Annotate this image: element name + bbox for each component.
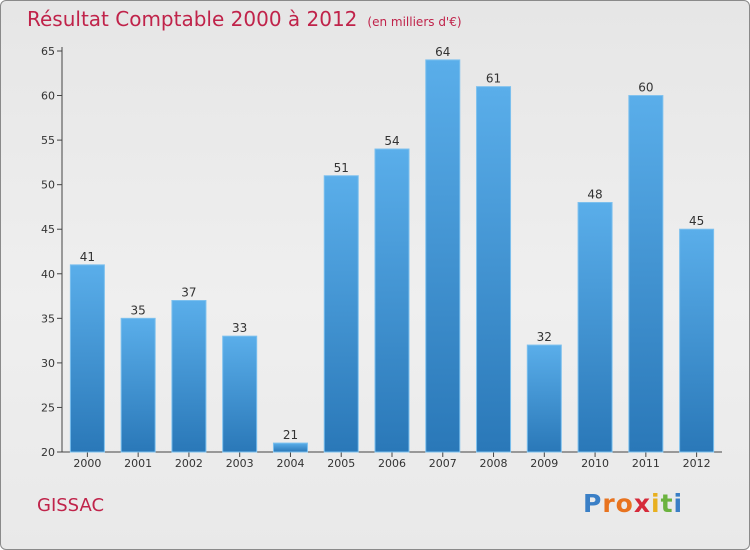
y-tick-label: 65 [41, 45, 55, 58]
logo-letter: r [602, 489, 616, 518]
data-label-2011: 60 [638, 81, 653, 95]
data-label-2012: 45 [689, 214, 704, 228]
x-tick-label-2006: 2006 [378, 457, 406, 470]
bar-2000 [69, 264, 105, 453]
data-label-2009: 32 [537, 330, 552, 344]
x-tick-label-2000: 2000 [73, 457, 101, 470]
data-label-2000: 41 [80, 250, 95, 264]
y-tick-label: 45 [41, 223, 55, 236]
x-tick-label-2005: 2005 [327, 457, 355, 470]
bar-2009 [526, 344, 562, 453]
bar-2008 [476, 86, 512, 453]
bar-2005 [323, 175, 359, 453]
data-label-2002: 37 [181, 286, 196, 300]
x-tick-label-2011: 2011 [632, 457, 660, 470]
bar-2007 [425, 59, 461, 453]
logo-letter: i [673, 489, 684, 518]
y-tick-label: 25 [41, 401, 55, 414]
data-label-2007: 64 [435, 45, 450, 59]
bar-2010 [577, 201, 613, 453]
data-label-2005: 51 [334, 161, 349, 175]
bars: 41 35 37 33 21 51 54 64 61 32 48 60 45 [69, 45, 715, 453]
data-label-2003: 33 [232, 321, 247, 335]
x-tick-label-2002: 2002 [175, 457, 203, 470]
data-label-2006: 54 [384, 134, 399, 148]
x-tick-label-2012: 2012 [683, 457, 711, 470]
y-tick-label: 50 [41, 179, 55, 192]
bar-2004 [272, 442, 308, 453]
proxiti-logo: Proxiti [583, 489, 683, 518]
data-label-2010: 48 [587, 187, 602, 201]
logo-letter: i [651, 489, 661, 518]
bar-2012 [679, 228, 715, 453]
y-tick-label: 55 [41, 134, 55, 147]
logo-letter: t [660, 489, 674, 518]
x-tick-label-2003: 2003 [226, 457, 254, 470]
y-tick-label: 30 [41, 357, 55, 370]
data-label-2001: 35 [131, 303, 146, 317]
x-tick-label-2007: 2007 [429, 457, 457, 470]
x-tick-label-2008: 2008 [480, 457, 508, 470]
logo-letter: o [615, 489, 634, 518]
data-label-2004: 21 [283, 428, 298, 442]
bar-2011 [628, 95, 664, 453]
town-name: GISSAC [37, 495, 105, 516]
logo-letter: P [583, 489, 603, 518]
x-tick-label-2004: 2004 [276, 457, 304, 470]
bar-2006 [374, 148, 410, 453]
data-label-2008: 61 [486, 72, 501, 86]
y-tick-label: 35 [41, 312, 55, 325]
bar-2001 [120, 317, 156, 453]
y-tick-label: 60 [41, 90, 55, 103]
chart-title: Résultat Comptable 2000 à 2012 (en millie… [27, 7, 462, 31]
bar-2002 [171, 300, 207, 453]
y-tick-label: 40 [41, 268, 55, 281]
subtitle-text: (en milliers d'€) [367, 15, 462, 29]
x-tick-label-2009: 2009 [530, 457, 558, 470]
x-tick-label-2001: 2001 [124, 457, 152, 470]
bar-2003 [222, 335, 258, 453]
y-tick-label: 20 [41, 446, 55, 459]
x-tick-label-2010: 2010 [581, 457, 609, 470]
axes: 20 25 30 35 40 45 50 55 60 65 2000 2001 2002 2003 2004… [41, 45, 722, 470]
logo-letter: x [633, 489, 651, 518]
title-text: Résultat Comptable 2000 à 2012 [27, 7, 358, 31]
